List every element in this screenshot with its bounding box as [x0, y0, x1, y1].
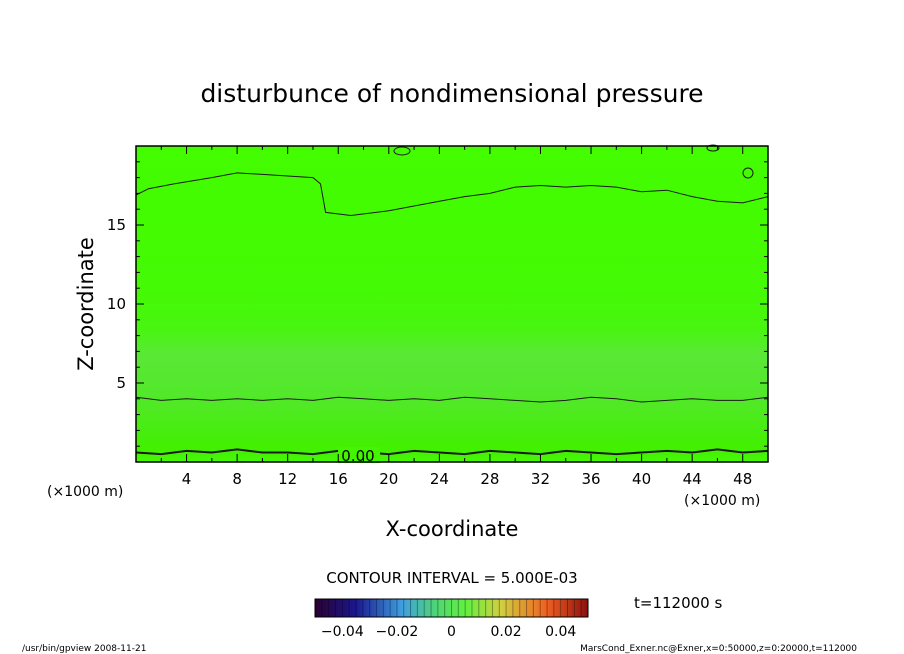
x-tick-label: 20 — [379, 470, 398, 488]
contour-low — [135, 448, 769, 456]
contour-upper — [135, 172, 769, 217]
footer-left: /usr/bin/gpview 2008-11-21 — [22, 644, 146, 654]
colorbar-tick-label: 0.04 — [545, 624, 576, 640]
y-tick-label: 15 — [107, 216, 126, 234]
x-unit-right: (×1000 m) — [684, 493, 760, 509]
colorbar-ticks: −0.04 −0.02 0 0.02 0.04 — [321, 624, 577, 640]
x-tick-label: 16 — [329, 470, 348, 488]
colorbar-stripes — [321, 599, 582, 617]
colorbar-tick-label: 0 — [447, 624, 456, 640]
contour-lines — [135, 172, 769, 456]
colorbar — [315, 599, 588, 617]
x-tick-label: 44 — [683, 470, 702, 488]
contour-mid — [135, 396, 769, 403]
colorbar-tick-label: −0.04 — [321, 624, 364, 640]
contour-label-bg — [338, 447, 380, 463]
time-label: t=112000 s — [634, 594, 722, 612]
y-axis-label: Z-coordinate — [74, 237, 98, 371]
y-tick-label: 10 — [107, 295, 126, 313]
x-tick-label: 24 — [430, 470, 449, 488]
contour-closed-1 — [393, 146, 411, 156]
x-axis-ticks: 4 8 12 16 20 24 28 32 36 40 44 48 — [160, 146, 752, 488]
colorbar-tick-label: −0.02 — [375, 624, 418, 640]
x-tick-label: 36 — [581, 470, 600, 488]
chart-title: disturbunce of nondimensional pressure — [200, 79, 703, 108]
x-tick-label: 40 — [632, 470, 651, 488]
x-tick-label: 48 — [733, 470, 752, 488]
colorbar-tick-label: 0.02 — [491, 624, 522, 640]
x-tick-label: 12 — [278, 470, 297, 488]
footer-right: MarsCond_Exner.nc@Exner,x=0:50000,z=0:20… — [580, 644, 857, 654]
x-unit-left: (×1000 m) — [47, 484, 123, 500]
x-axis-label: X-coordinate — [386, 517, 519, 541]
x-tick-label: 4 — [182, 470, 192, 488]
x-tick-label: 8 — [232, 470, 242, 488]
y-axis-ticks: 5 10 15 — [107, 161, 768, 447]
x-tick-label: 28 — [480, 470, 499, 488]
contour-closed-3 — [742, 167, 754, 179]
contour-label: 0.00 — [341, 447, 374, 465]
contour-closed-2 — [706, 144, 720, 152]
contour-interval: CONTOUR INTERVAL = 5.000E-03 — [326, 569, 577, 587]
y-tick-label: 5 — [116, 374, 126, 392]
colorbar-frame — [314, 598, 589, 618]
plot-field — [136, 146, 768, 462]
x-tick-label: 32 — [531, 470, 550, 488]
